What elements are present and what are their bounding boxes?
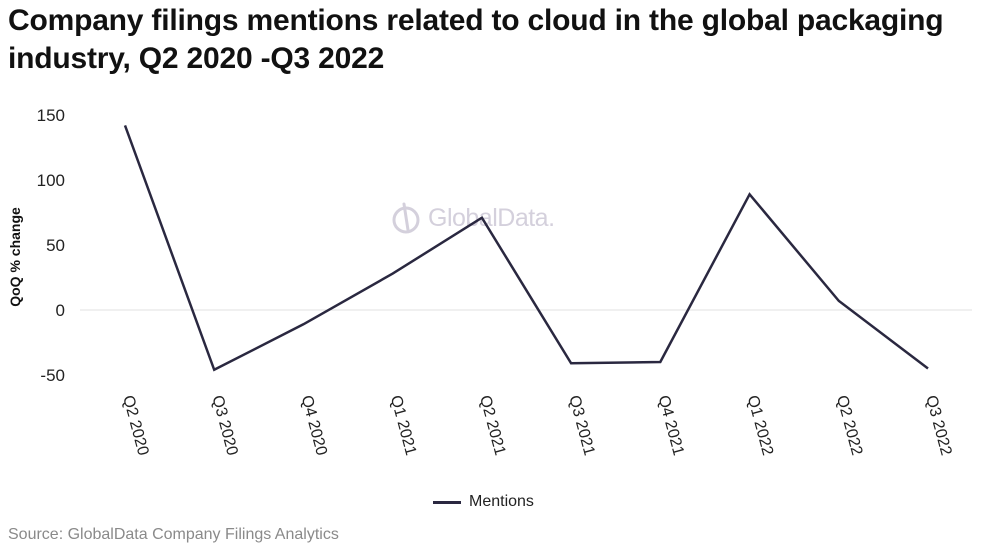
x-tick-label: Q2 2020: [119, 394, 151, 458]
globaldata-logo-icon: [392, 202, 420, 234]
y-tick-label: 100: [37, 171, 65, 190]
series-layer: [123, 124, 929, 372]
x-tick-label: Q2 2021: [476, 394, 508, 458]
x-tick-labels: Q2 2020 Q3 2020 Q4 2020 Q1 2021 Q2 2021 Q3 20…: [119, 394, 954, 458]
chart-title: Company filings mentions related to clou…: [8, 4, 944, 75]
y-tick-label: 150: [37, 106, 65, 125]
y-tick-label: 50: [46, 236, 65, 255]
source-note: Source: GlobalData Company Filings Analy…: [8, 526, 339, 543]
x-tick-label: Q4 2020: [298, 394, 330, 458]
y-tick-label: -50: [40, 366, 65, 385]
x-tick-label: Q3 2021: [565, 394, 597, 458]
y-tick-labels: 150 100 50 0 -50: [37, 106, 65, 385]
y-axis-label: QoQ % change: [7, 207, 23, 307]
x-tick-label: Q1 2022: [744, 394, 776, 458]
x-tick-label: Q3 2022: [922, 394, 954, 458]
x-tick-label: Q2 2022: [833, 394, 865, 458]
legend-label-mentions: Mentions: [469, 493, 534, 510]
y-tick-label: 0: [56, 301, 65, 320]
watermark-text: GlobalData.: [428, 203, 555, 232]
x-tick-label: Q1 2021: [387, 394, 419, 458]
legend: Mentions: [433, 491, 534, 513]
watermark: GlobalData.: [390, 200, 555, 236]
series-line-mentions: [123, 124, 929, 372]
x-tick-label: Q4 2021: [654, 394, 686, 458]
legend-swatch-mentions: [433, 500, 461, 504]
x-tick-label: Q3 2020: [208, 394, 240, 458]
